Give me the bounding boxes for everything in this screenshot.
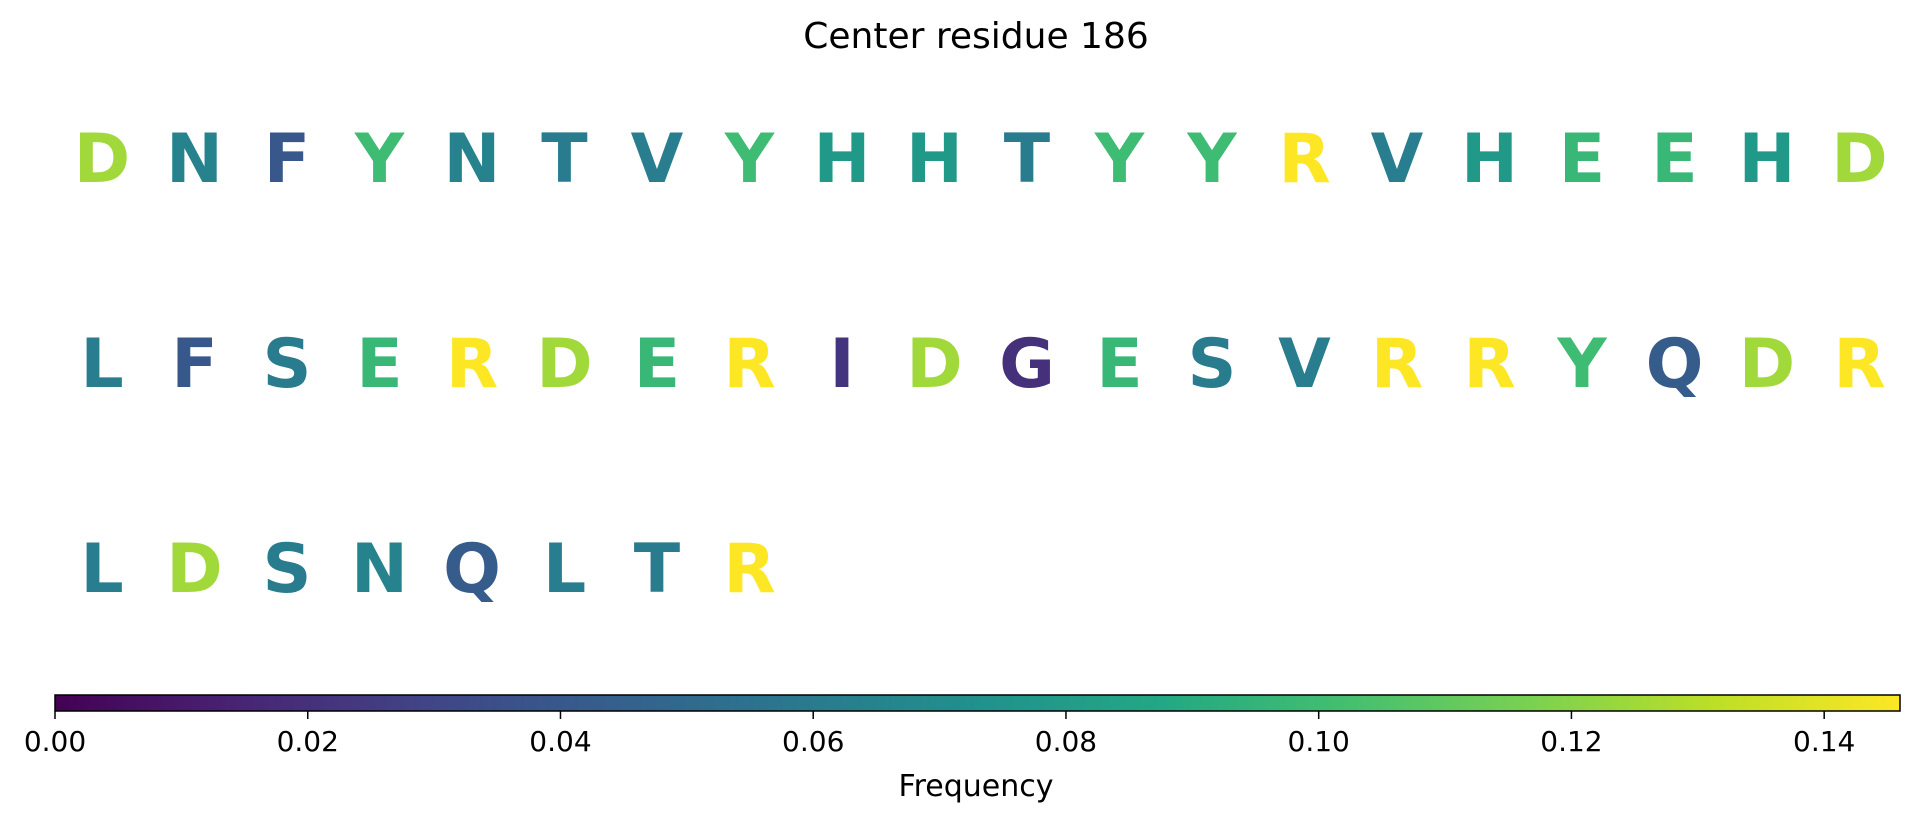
residue-letter: V	[1278, 325, 1331, 404]
residue-letter: F	[264, 120, 310, 199]
colorbar-tick-label: 0.12	[1540, 725, 1602, 758]
residue-letter: T	[1004, 120, 1051, 199]
colorbar-tick-label: 0.14	[1793, 725, 1855, 758]
residue-letter: R	[1833, 325, 1885, 404]
residue-letter: S	[1188, 325, 1237, 404]
residue-letter: D	[906, 325, 962, 404]
residue-letter: D	[536, 325, 592, 404]
residue-letter: Y	[1186, 120, 1237, 199]
residue-letter: G	[999, 325, 1055, 404]
residue-letter: H	[1739, 120, 1796, 199]
residue-letter: H	[906, 120, 963, 199]
chart-title: Center residue 186	[803, 16, 1149, 57]
colorbar-tick-label: 0.02	[277, 725, 339, 758]
residue-letter: D	[1831, 120, 1887, 199]
residue-letter: S	[263, 530, 312, 609]
colorbar: 0.00 0.02 0.04 0.06 0.08 0.10 0.12 0.14 Frequen…	[24, 694, 1901, 804]
residue-letter: E	[1559, 120, 1605, 199]
residue-letter: E	[356, 325, 402, 404]
colorbar-tick-label: 0.08	[1035, 725, 1097, 758]
residue-letters: D N F Y N T V Y H H T Y Y R V H E E H DL F S E R D E R I D G E S V R R Y Q D R…	[74, 120, 1888, 609]
colorbar-ticks: 0.00 0.02 0.04 0.06 0.08 0.10 0.12 0.14	[24, 711, 1855, 758]
residue-letter: Y	[1094, 120, 1145, 199]
residue-letter: Q	[443, 530, 501, 609]
residue-letter: E	[634, 325, 680, 404]
residue-letter: S	[263, 325, 312, 404]
colorbar-tick-label: 0.06	[782, 725, 844, 758]
residue-letter: Q	[1646, 325, 1704, 404]
colorbar-tick-label: 0.10	[1288, 725, 1350, 758]
residue-letter: E	[1651, 120, 1697, 199]
residue-letter: R	[446, 325, 498, 404]
residue-letter: E	[1096, 325, 1142, 404]
residue-letter: L	[80, 530, 123, 609]
residue-letter: D	[166, 530, 222, 609]
residue-letter: D	[1739, 325, 1795, 404]
residue-letter: T	[541, 120, 588, 199]
residue-letter: L	[80, 325, 123, 404]
residue-letter: Y	[724, 120, 775, 199]
residue-letter: N	[444, 120, 501, 199]
residue-letter: V	[1371, 120, 1424, 199]
residue-letter: Y	[1556, 325, 1607, 404]
residue-letter: N	[351, 530, 408, 609]
residue-letter: R	[723, 325, 775, 404]
residue-letter: I	[829, 325, 854, 404]
residue-letter: D	[74, 120, 130, 199]
colorbar-gradient-bar	[54, 694, 1901, 712]
colorbar-label: Frequency	[899, 769, 1054, 804]
residue-letter: V	[631, 120, 684, 199]
residue-letter: R	[723, 530, 775, 609]
colorbar-tick-label: 0.00	[24, 725, 86, 758]
residue-letter: R	[1371, 325, 1423, 404]
residue-letter: Y	[354, 120, 405, 199]
residue-letter: R	[1278, 120, 1330, 199]
residue-letter: H	[1461, 120, 1518, 199]
residue-letter: L	[543, 530, 586, 609]
residue-letter: N	[166, 120, 223, 199]
residue-letter: H	[814, 120, 871, 199]
residue-letter: F	[171, 325, 217, 404]
colorbar-tick-label: 0.04	[529, 725, 591, 758]
residue-letter: R	[1463, 325, 1515, 404]
residue-letter: T	[634, 530, 681, 609]
